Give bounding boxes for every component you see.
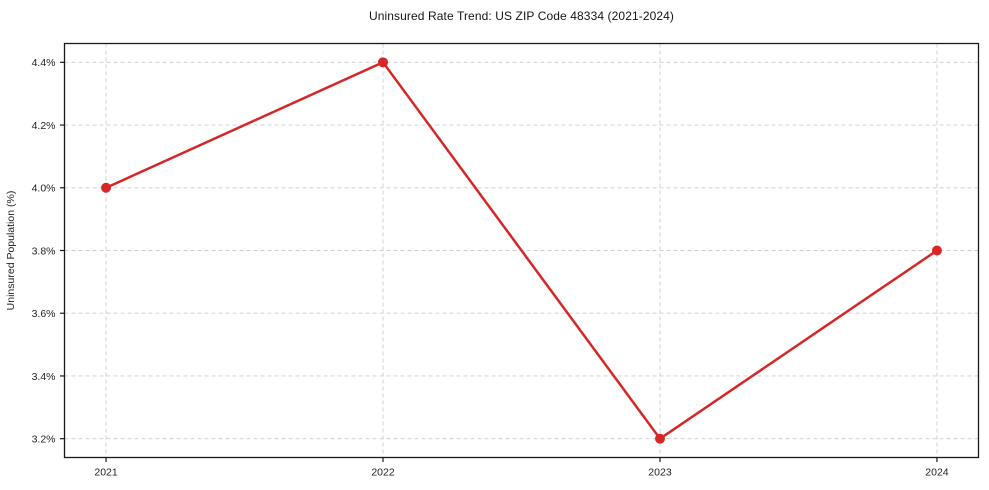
chart-title: Uninsured Rate Trend: US ZIP Code 48334 … (368, 9, 675, 23)
y-axis-title: Uninsured Population (%) (5, 191, 17, 311)
y-tick-label: 4.2% (32, 120, 56, 132)
y-tick-label: 3.4% (32, 371, 56, 383)
data-point-marker (378, 57, 389, 68)
data-point-marker (654, 433, 665, 444)
x-tick-label: 2024 (925, 467, 949, 479)
data-point-marker (101, 182, 112, 193)
x-tick-label: 2022 (371, 467, 395, 479)
data-point-marker (931, 245, 942, 256)
y-tick-label: 3.2% (32, 433, 56, 445)
x-tick-label: 2021 (94, 467, 118, 479)
y-tick-label: 3.6% (32, 308, 56, 320)
x-tick-label: 2023 (648, 467, 672, 479)
y-tick-label: 4.4% (32, 57, 56, 69)
y-tick-label: 3.8% (32, 245, 56, 257)
trend-line (104, 61, 939, 440)
y-tick-label: 4.0% (32, 183, 56, 195)
